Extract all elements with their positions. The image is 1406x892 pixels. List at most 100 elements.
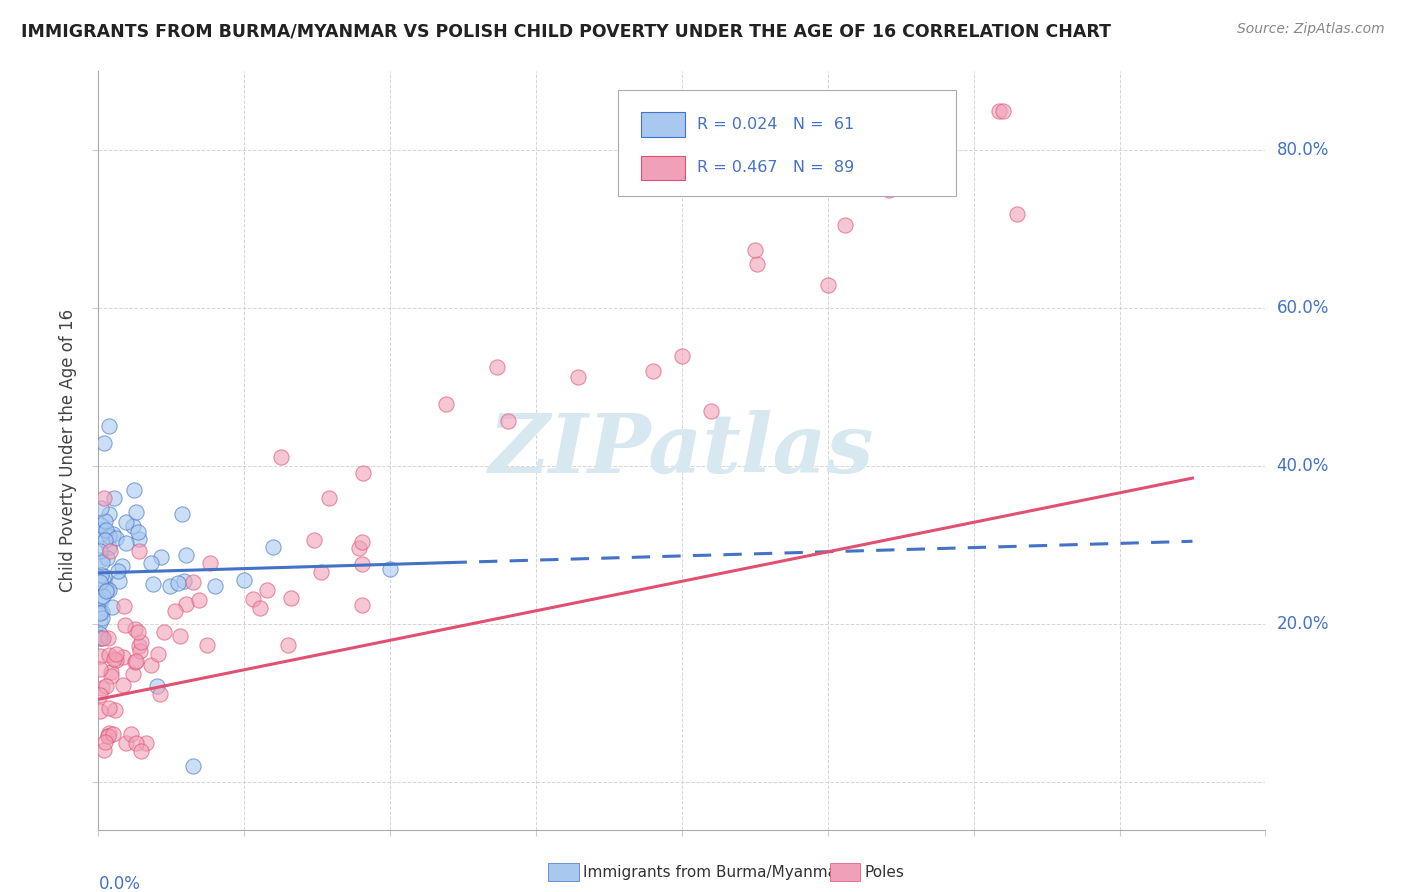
Text: R = 0.024   N =  61: R = 0.024 N = 61 bbox=[697, 117, 855, 132]
Point bbox=[112, 678, 135, 692]
Point bbox=[128, 639, 150, 653]
Point bbox=[318, 491, 340, 505]
Point bbox=[125, 505, 148, 519]
Point bbox=[270, 450, 292, 465]
Text: 0.0%: 0.0% bbox=[98, 875, 141, 892]
Point bbox=[91, 574, 114, 588]
Point bbox=[91, 589, 114, 603]
Point bbox=[114, 617, 136, 632]
Point bbox=[181, 759, 204, 773]
Text: R = 0.467   N =  89: R = 0.467 N = 89 bbox=[697, 161, 855, 175]
Text: 80.0%: 80.0% bbox=[1277, 141, 1329, 160]
Point bbox=[94, 679, 117, 693]
Point bbox=[350, 598, 373, 612]
Point bbox=[112, 599, 135, 614]
Point bbox=[129, 635, 152, 649]
Point bbox=[89, 648, 111, 663]
Point bbox=[90, 592, 112, 607]
Point bbox=[135, 736, 157, 750]
Point bbox=[107, 565, 129, 579]
Point bbox=[987, 103, 1010, 118]
Point bbox=[89, 527, 111, 541]
Point bbox=[262, 540, 284, 554]
Text: IMMIGRANTS FROM BURMA/MYANMAR VS POLISH CHILD POVERTY UNDER THE AGE OF 16 CORREL: IMMIGRANTS FROM BURMA/MYANMAR VS POLISH … bbox=[21, 22, 1111, 40]
Point bbox=[100, 669, 122, 683]
Point bbox=[139, 658, 162, 673]
Point bbox=[98, 540, 121, 554]
Point bbox=[352, 466, 374, 480]
Point bbox=[94, 524, 117, 538]
Point bbox=[120, 727, 142, 741]
Point bbox=[181, 575, 204, 590]
Point bbox=[97, 648, 120, 663]
Text: 40.0%: 40.0% bbox=[1277, 458, 1329, 475]
Point bbox=[105, 531, 128, 545]
Point bbox=[890, 103, 912, 118]
Point bbox=[380, 562, 402, 576]
Point bbox=[115, 535, 138, 549]
Point bbox=[311, 565, 333, 579]
Point bbox=[167, 575, 190, 590]
Point bbox=[121, 666, 143, 681]
Point bbox=[98, 582, 121, 597]
Point bbox=[98, 544, 121, 558]
Point bbox=[174, 597, 197, 611]
Point bbox=[1007, 206, 1029, 220]
Point bbox=[115, 515, 138, 529]
Point bbox=[496, 414, 519, 428]
Point bbox=[89, 627, 111, 641]
Point bbox=[94, 515, 117, 529]
Point bbox=[111, 559, 134, 574]
Point bbox=[817, 277, 839, 292]
Point bbox=[91, 631, 114, 645]
Point bbox=[204, 579, 226, 593]
Point bbox=[93, 435, 115, 450]
Point bbox=[567, 370, 589, 384]
Point bbox=[249, 600, 271, 615]
Point bbox=[149, 687, 172, 701]
Point bbox=[125, 654, 148, 668]
Point bbox=[128, 644, 150, 658]
Point bbox=[641, 364, 664, 378]
Point bbox=[129, 743, 152, 757]
Point bbox=[150, 549, 173, 564]
Point bbox=[128, 532, 150, 546]
Point bbox=[991, 103, 1014, 118]
Point bbox=[93, 743, 115, 757]
Point bbox=[163, 603, 186, 617]
Point bbox=[89, 604, 111, 618]
Point bbox=[91, 605, 114, 619]
Point bbox=[744, 243, 766, 257]
Point bbox=[93, 569, 115, 583]
Point bbox=[139, 557, 162, 571]
Text: 60.0%: 60.0% bbox=[1277, 300, 1329, 318]
Point bbox=[103, 652, 125, 666]
Point bbox=[90, 500, 112, 515]
Text: Poles: Poles bbox=[865, 865, 904, 880]
Point bbox=[97, 729, 120, 743]
Point bbox=[762, 158, 785, 172]
Point bbox=[89, 705, 111, 719]
FancyBboxPatch shape bbox=[641, 112, 685, 136]
Point bbox=[827, 103, 849, 118]
Point bbox=[122, 483, 145, 497]
Point bbox=[98, 700, 121, 714]
Point bbox=[434, 397, 457, 411]
Point bbox=[89, 662, 111, 676]
Point bbox=[97, 729, 120, 743]
Y-axis label: Child Poverty Under the Age of 16: Child Poverty Under the Age of 16 bbox=[59, 309, 77, 592]
Point bbox=[169, 629, 191, 643]
Point bbox=[97, 419, 120, 434]
Text: Source: ZipAtlas.com: Source: ZipAtlas.com bbox=[1237, 22, 1385, 37]
Point bbox=[91, 611, 114, 625]
Point bbox=[838, 140, 860, 154]
Point bbox=[89, 631, 111, 645]
Point bbox=[173, 574, 195, 588]
Point bbox=[89, 606, 111, 620]
Point bbox=[90, 681, 112, 695]
Point bbox=[89, 553, 111, 567]
Point bbox=[90, 632, 112, 646]
Point bbox=[103, 491, 125, 505]
Point bbox=[280, 591, 302, 605]
Point bbox=[125, 736, 148, 750]
